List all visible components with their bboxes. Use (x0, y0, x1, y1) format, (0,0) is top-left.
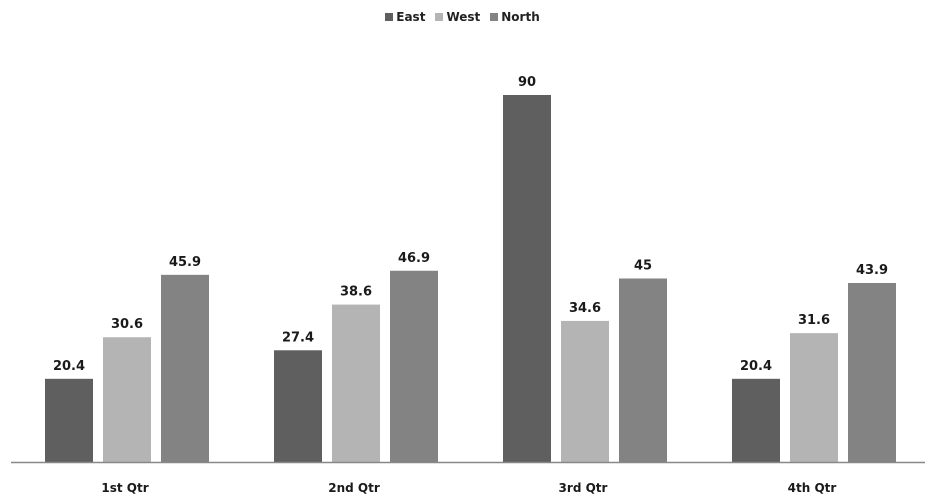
bar-west-4 (790, 333, 838, 462)
legend-label-west: West (446, 10, 481, 24)
bar-east-4 (732, 378, 780, 462)
x-tick-label-1: 1st Qtr (101, 481, 148, 495)
legend-item-east: East (385, 10, 425, 24)
x-tick-label-4: 4th Qtr (788, 481, 837, 495)
legend-label-north: North (501, 10, 540, 24)
x-tick-labels-group: 1st Qtr 2nd Qtr 3rd Qtr 4th Qtr (101, 481, 836, 495)
value-label-west-1: 30.6 (111, 317, 143, 332)
legend-item-west: West (435, 10, 480, 24)
legend-label-east: East (396, 10, 426, 24)
value-label-north-2: 46.9 (398, 251, 430, 266)
bar-east-3 (503, 95, 551, 462)
bar-east-1 (45, 378, 93, 462)
x-tick-label-2: 2nd Qtr (328, 481, 380, 495)
value-label-east-2: 27.4 (282, 330, 314, 345)
value-labels-group: 20.4 30.6 45.9 27.4 38.6 46.9 90 34.6 45 20.4 31.6… (53, 75, 888, 374)
value-label-east-4: 20.4 (740, 359, 772, 374)
value-label-east-1: 20.4 (53, 359, 85, 374)
bar-north-4 (848, 282, 896, 462)
legend-swatch-north (490, 13, 499, 21)
legend-swatch-west (435, 13, 444, 21)
bar-north-2 (390, 270, 438, 462)
x-tick-label-3: 3rd Qtr (559, 481, 608, 495)
value-label-west-4: 31.6 (798, 313, 830, 328)
bar-east-2 (274, 350, 322, 462)
legend: East West North (0, 10, 925, 24)
legend-item-north: North (490, 10, 540, 24)
value-label-north-1: 45.9 (169, 255, 201, 270)
value-label-north-3: 45 (634, 259, 652, 274)
bar-north-1 (161, 274, 209, 462)
bar-west-1 (103, 337, 151, 462)
value-label-west-2: 38.6 (340, 285, 372, 300)
value-label-east-3: 90 (518, 75, 536, 90)
bar-north-3 (619, 278, 667, 462)
bar-west-2 (332, 304, 380, 462)
bars-group (45, 95, 896, 462)
legend-swatch-east (385, 13, 394, 21)
value-label-north-4: 43.9 (856, 263, 888, 278)
bar-west-3 (561, 320, 609, 462)
value-label-west-3: 34.6 (569, 301, 601, 316)
